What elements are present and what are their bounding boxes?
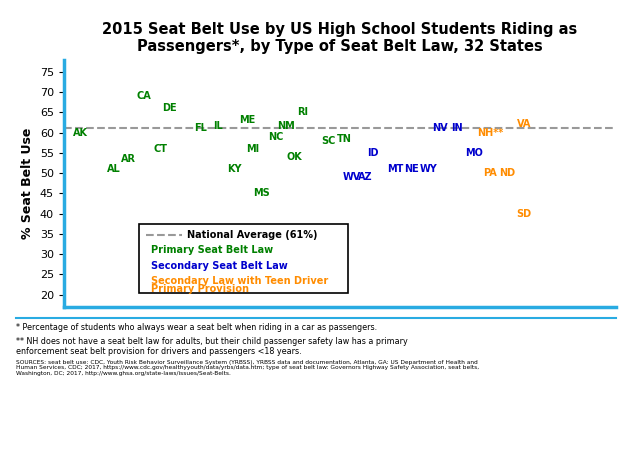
Text: PA: PA [483, 168, 497, 178]
Text: MS: MS [253, 188, 269, 198]
Text: AR: AR [121, 154, 137, 164]
Text: MI: MI [246, 144, 259, 154]
Text: TN: TN [337, 134, 352, 144]
Text: AZ: AZ [358, 172, 372, 182]
Text: Your Source for Credible Health Information: Your Source for Credible Health Informat… [502, 425, 609, 429]
Text: NC: NC [269, 131, 284, 142]
Text: NV: NV [432, 124, 448, 133]
Text: ND: ND [499, 168, 515, 178]
Text: FL: FL [194, 124, 207, 133]
Title: 2015 Seat Belt Use by US High School Students Riding as
Passengers*, by Type of : 2015 Seat Belt Use by US High School Stu… [102, 22, 577, 54]
Text: AL: AL [107, 164, 121, 174]
Text: NM: NM [277, 121, 295, 131]
Text: ** NH does not have a seat belt law for adults, but their child passenger safety: ** NH does not have a seat belt law for … [16, 337, 408, 356]
Text: CA: CA [137, 91, 151, 101]
Text: NH**: NH** [478, 127, 504, 137]
Text: SC: SC [321, 136, 335, 146]
Text: SOURCES: seat belt use: CDC, Youth Risk Behavior Surveillance System (YRBSS), YR: SOURCES: seat belt use: CDC, Youth Risk … [16, 360, 479, 376]
Text: www.cdc.gov: www.cdc.gov [517, 403, 594, 414]
Text: MO: MO [465, 148, 483, 158]
Text: AK: AK [73, 127, 88, 137]
Text: CT: CT [154, 144, 168, 154]
Text: Primary Provision: Primary Provision [150, 284, 248, 294]
FancyBboxPatch shape [139, 224, 348, 293]
Text: ID: ID [368, 148, 379, 158]
Text: RI: RI [297, 107, 309, 117]
Text: ME: ME [239, 115, 256, 125]
Text: MT: MT [387, 164, 403, 174]
Text: KY: KY [227, 164, 241, 174]
Text: DE: DE [162, 103, 177, 113]
Text: Primary Seat Belt Law: Primary Seat Belt Law [150, 245, 272, 255]
Text: Secondary Law with Teen Driver: Secondary Law with Teen Driver [150, 276, 328, 286]
Text: VA: VA [517, 120, 531, 130]
Text: NE: NE [404, 164, 419, 174]
Text: WV: WV [342, 172, 361, 182]
Text: IL: IL [213, 121, 222, 131]
Text: SD: SD [516, 208, 531, 218]
Text: Secondary Seat Belt Law: Secondary Seat Belt Law [150, 262, 287, 271]
Y-axis label: % Seat Belt Use: % Seat Belt Use [21, 127, 34, 239]
Text: * Percentage of students who always wear a seat belt when riding in a car as pas: * Percentage of students who always wear… [16, 323, 377, 332]
Text: IN: IN [451, 124, 463, 133]
Text: National Average (61%): National Average (61%) [187, 230, 318, 240]
Text: WY: WY [420, 164, 438, 174]
Text: OK: OK [286, 152, 302, 162]
